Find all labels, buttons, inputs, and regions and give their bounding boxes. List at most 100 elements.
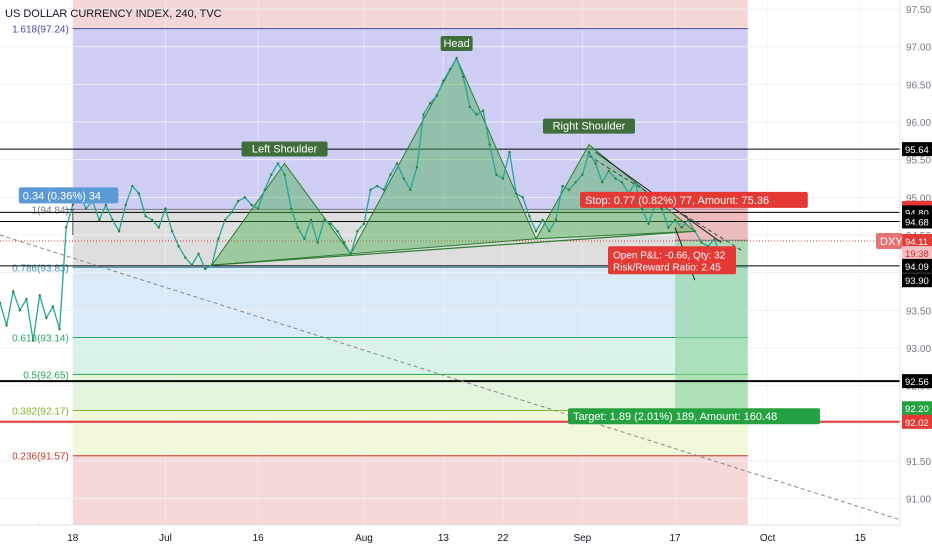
price-marker-label: 92.02 xyxy=(905,418,929,429)
price-point xyxy=(25,297,28,301)
price-marker-label: 94.68 xyxy=(905,217,929,228)
neckline xyxy=(211,230,695,266)
x-tick-label: 16 xyxy=(253,533,265,544)
price-point xyxy=(316,241,319,244)
price-point xyxy=(409,188,412,192)
price-marker-label: 94.09 xyxy=(905,262,929,273)
price-marker-bg xyxy=(902,246,932,261)
fib-band-0.618 xyxy=(72,337,748,375)
measure-label: 0.34 (0.36%) 34 xyxy=(18,187,119,204)
x-tick-label: 15 xyxy=(855,533,867,544)
price-marker-label: 19:38 xyxy=(905,249,929,260)
price-point xyxy=(144,214,147,218)
price-point xyxy=(190,263,194,267)
price-point xyxy=(197,252,200,256)
x-tick-label: 13 xyxy=(438,533,450,544)
price-marker-label: 92.56 xyxy=(905,377,929,388)
price-point xyxy=(448,68,452,71)
price-point xyxy=(250,203,253,207)
price-point xyxy=(362,222,366,225)
right-shoulder-label: Right Shoulder xyxy=(542,118,635,134)
price-point xyxy=(567,188,571,192)
price-point xyxy=(402,177,405,180)
price-marker-bg xyxy=(902,414,932,429)
price-point xyxy=(170,230,174,233)
price-point xyxy=(243,196,247,199)
position-open-label-line2: Risk/Reward Ratio: 2.45 xyxy=(613,262,721,273)
price-point xyxy=(673,218,677,222)
price-point xyxy=(601,181,604,184)
price-point xyxy=(256,207,260,210)
price-point xyxy=(376,184,379,188)
price-marker-bg xyxy=(902,234,932,249)
price-marker-bg xyxy=(902,374,932,389)
fib-level-label: 1.618(97.24) xyxy=(12,25,69,36)
price-point xyxy=(554,218,558,222)
price-point xyxy=(594,162,597,165)
price-point xyxy=(442,79,445,82)
price-series-line xyxy=(0,56,722,341)
price-point xyxy=(687,218,690,222)
fib-band-1.618 xyxy=(72,28,748,210)
price-point xyxy=(336,230,339,233)
symbol-tag-bg xyxy=(876,233,903,250)
price-point xyxy=(276,162,280,165)
price-marker-bg xyxy=(902,214,932,229)
fib-level-label: 0.618(93.14) xyxy=(12,333,69,344)
price-point xyxy=(534,230,538,233)
y-tick-label: 91.50 xyxy=(906,457,931,468)
price-point xyxy=(329,222,333,225)
price-point xyxy=(177,245,180,248)
price-point xyxy=(230,211,233,214)
price-point xyxy=(647,222,650,225)
price-point xyxy=(640,207,644,210)
price-marker-label: 94.80 xyxy=(905,208,929,219)
price-point xyxy=(680,226,683,229)
price-point xyxy=(521,196,524,199)
price-point xyxy=(131,184,134,188)
price-point xyxy=(45,316,48,320)
price-point xyxy=(620,181,624,184)
price-point xyxy=(164,207,167,210)
price-point xyxy=(223,218,227,222)
right-shoulder-label-bg xyxy=(542,118,635,134)
price-marker-label: 94.11 xyxy=(905,237,928,248)
fib-level-label: 1(94.84) xyxy=(32,205,69,216)
chart-title: US DOLLAR CURRENCY INDEX, 240, TVC xyxy=(5,8,222,20)
left-shoulder-label-bg xyxy=(241,141,328,157)
trendline xyxy=(0,234,901,521)
price-point xyxy=(12,290,15,293)
price-point xyxy=(415,166,419,169)
price-point xyxy=(435,94,438,97)
price-point xyxy=(528,214,531,218)
price-point xyxy=(309,218,313,222)
position-target-label: Target: 1.89 (2.01%) 189, Amount: 160.48 xyxy=(568,408,820,425)
price-point xyxy=(667,226,670,229)
price-point xyxy=(210,263,213,267)
price-point xyxy=(84,207,88,210)
price-point xyxy=(455,56,458,60)
fib-level-label: 0.236(91.57) xyxy=(12,452,69,463)
price-marker-bg xyxy=(902,142,932,157)
price-point xyxy=(614,177,617,180)
y-tick-label: 95.50 xyxy=(906,156,931,167)
price-point xyxy=(124,203,127,207)
price-point xyxy=(51,305,55,308)
price-marker-bg xyxy=(902,273,932,288)
price-point xyxy=(389,173,392,176)
price-point xyxy=(342,241,346,244)
price-point xyxy=(475,113,478,116)
price-point xyxy=(382,188,386,192)
price-marker-bg xyxy=(902,401,932,416)
left-shoulder-label-text: Left Shoulder xyxy=(252,143,318,155)
price-point xyxy=(58,327,61,331)
y-tick-label: 97.50 xyxy=(906,5,931,16)
fib-level-label: 0.5(92.65) xyxy=(23,370,69,381)
y-tick-label: 96.00 xyxy=(906,118,931,129)
price-point xyxy=(217,237,220,240)
price-point xyxy=(296,226,299,229)
price-point xyxy=(428,101,432,105)
price-point xyxy=(64,226,68,229)
y-tick-label: 91.00 xyxy=(906,495,931,506)
price-point xyxy=(587,150,591,154)
